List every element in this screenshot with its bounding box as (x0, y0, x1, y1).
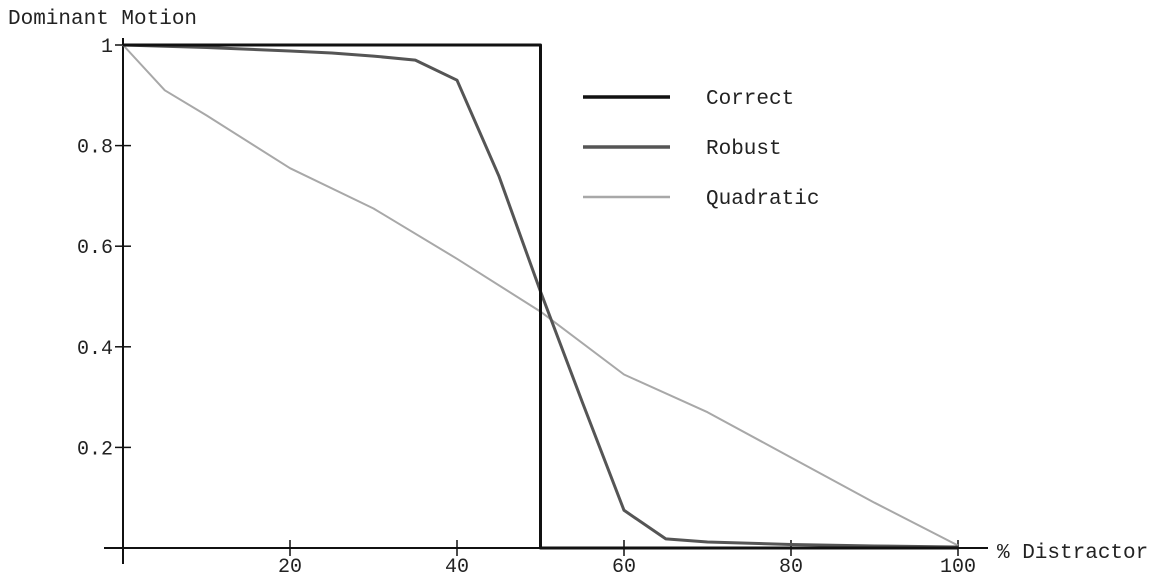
series-layer (122, 43, 959, 550)
y-ticks: 0.2 0.4 0.6 0.8 1 (77, 36, 131, 461)
x-axis-title: % Distractor (997, 542, 1148, 565)
series-line-robust (122, 43, 959, 549)
legend-label-robust: Robust (706, 138, 782, 161)
series-line-quadratic (122, 44, 959, 547)
y-tick-label: 0.8 (77, 137, 113, 160)
y-axis-title: Dominant Motion (8, 8, 197, 31)
legend-label-quadratic: Quadratic (706, 188, 819, 211)
legend: Correct Robust Quadratic (583, 88, 819, 211)
axes: 0.2 0.4 0.6 0.8 1 20 40 60 80 100 (77, 36, 988, 574)
x-ticks: 20 40 60 80 100 (278, 540, 976, 574)
x-tick-label: 100 (940, 556, 976, 574)
x-tick-label: 80 (779, 556, 803, 574)
y-tick-label: 0.4 (77, 338, 113, 361)
x-tick-label: 20 (278, 556, 302, 574)
legend-label-correct: Correct (706, 88, 794, 111)
series-line-correct (123, 43, 958, 550)
y-tick-label: 0.6 (77, 237, 113, 260)
y-tick-label: 0.2 (77, 438, 113, 461)
x-tick-label: 60 (612, 556, 636, 574)
x-tick-label: 40 (445, 556, 469, 574)
y-tick-label: 1 (101, 36, 113, 59)
